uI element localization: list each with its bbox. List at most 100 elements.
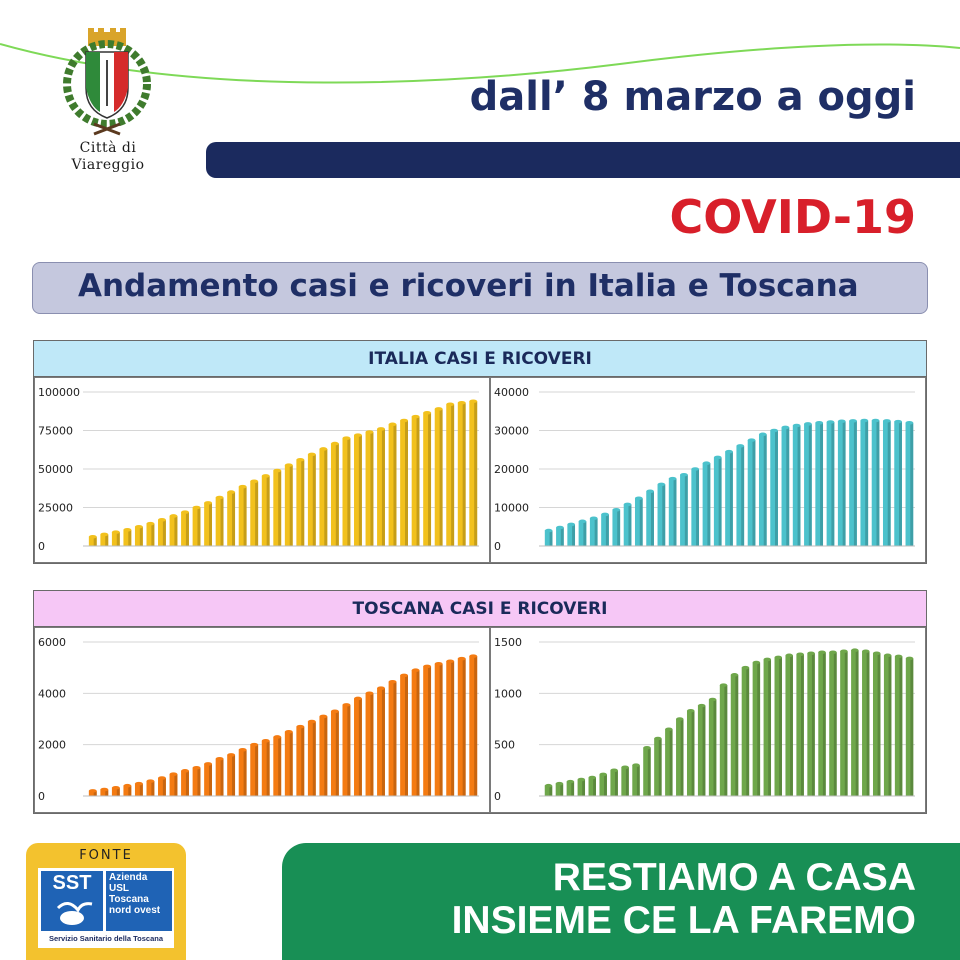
bar-cap: [284, 730, 293, 734]
bar: [227, 754, 236, 796]
bar: [123, 529, 132, 546]
y-tick-label: 4000: [38, 687, 66, 700]
bar-cap: [804, 422, 812, 426]
bar-shade: [139, 526, 143, 546]
bar: [342, 438, 351, 546]
bar: [643, 747, 651, 796]
bar-cap: [342, 436, 351, 440]
bar: [365, 432, 374, 546]
bar-shade: [696, 469, 700, 546]
bar: [307, 454, 316, 546]
bar-cap: [400, 418, 408, 423]
bar: [872, 653, 881, 796]
bar-shade: [208, 763, 212, 796]
bar-cap: [111, 530, 120, 534]
bar-shade: [139, 783, 143, 796]
y-tick-label: 20000: [494, 463, 529, 476]
bar: [238, 486, 247, 546]
bar: [238, 749, 247, 796]
bar-cap: [227, 490, 236, 494]
bar-shade: [801, 654, 804, 796]
bar-shade: [232, 492, 236, 546]
bar: [654, 738, 662, 796]
toscana-ricoveri-chart: 0 500 1000 1500: [490, 627, 926, 813]
bar: [215, 497, 224, 546]
bar-shade: [312, 721, 316, 796]
bar-shade: [439, 408, 443, 546]
y-tick-label: 30000: [494, 425, 529, 438]
bar: [111, 787, 120, 796]
bar-shade: [151, 523, 155, 546]
bar: [713, 457, 722, 546]
bar-shade: [617, 509, 621, 546]
bar-shade: [866, 651, 870, 796]
bar-shade: [910, 422, 914, 546]
bar: [273, 470, 282, 546]
bar-cap: [556, 525, 564, 530]
bar-shade: [462, 402, 466, 546]
bar-cap: [158, 518, 166, 522]
bar-cap: [862, 649, 870, 654]
city-crest-icon: [63, 28, 151, 136]
bar: [88, 536, 97, 546]
bar-shade: [822, 652, 826, 796]
bar-cap: [88, 789, 97, 793]
bar: [747, 440, 756, 546]
bar-cap: [758, 432, 767, 437]
bar: [826, 422, 835, 546]
bar: [741, 667, 750, 796]
bar: [377, 428, 385, 546]
bar-shade: [335, 443, 339, 546]
bar-shade: [347, 704, 351, 796]
bar: [192, 767, 201, 796]
bar: [250, 744, 259, 796]
bar: [204, 763, 212, 796]
bar-cap: [905, 421, 914, 425]
fonte-label: FONTE: [79, 848, 133, 863]
bar-cap: [623, 502, 632, 507]
bar-cap: [818, 650, 826, 655]
bar-shade: [844, 651, 848, 796]
bar-shade: [790, 655, 793, 796]
bar: [423, 412, 432, 546]
bar-shade: [324, 716, 328, 796]
bar: [871, 420, 880, 546]
bar: [612, 509, 621, 546]
decorative-swoosh: [0, 43, 960, 84]
bar-cap: [100, 787, 109, 792]
bar-shade: [416, 416, 420, 546]
bar: [851, 650, 859, 796]
bar-shade: [255, 481, 259, 546]
italia-section-title: ITALIA CASI E RICOVERI: [34, 341, 926, 377]
bar-cap: [469, 654, 478, 658]
slogan-line1: RESTIAMO A CASA: [552, 856, 916, 899]
bar-shade: [779, 657, 782, 796]
subtitle: Andamento casi e ricoveri in Italia e To…: [78, 268, 859, 304]
bar-shade: [128, 785, 132, 796]
bar-cap: [668, 476, 677, 481]
bar-cap: [423, 664, 432, 669]
bar-cap: [730, 673, 739, 677]
bar: [736, 445, 745, 546]
bar-shade: [899, 656, 903, 796]
bar-cap: [423, 410, 432, 415]
bar: [894, 421, 902, 546]
bar: [632, 765, 640, 796]
bar-shade: [797, 425, 801, 546]
bar-cap: [181, 769, 189, 773]
y-tick-label: 0: [38, 790, 45, 803]
bar-shade: [560, 527, 564, 546]
bar: [668, 478, 677, 546]
y-tick-label: 2000: [38, 739, 66, 752]
bar-shade: [255, 744, 259, 796]
bar-cap: [555, 781, 564, 786]
bar-cap: [377, 686, 385, 690]
bar-shade: [651, 491, 654, 546]
y-tick-label: 40000: [494, 386, 529, 399]
bar-shade: [741, 445, 745, 546]
bar: [181, 512, 189, 546]
bar-shade: [757, 662, 761, 796]
bar-shade: [808, 423, 812, 546]
bar-shade: [151, 781, 155, 796]
bar: [623, 504, 632, 546]
